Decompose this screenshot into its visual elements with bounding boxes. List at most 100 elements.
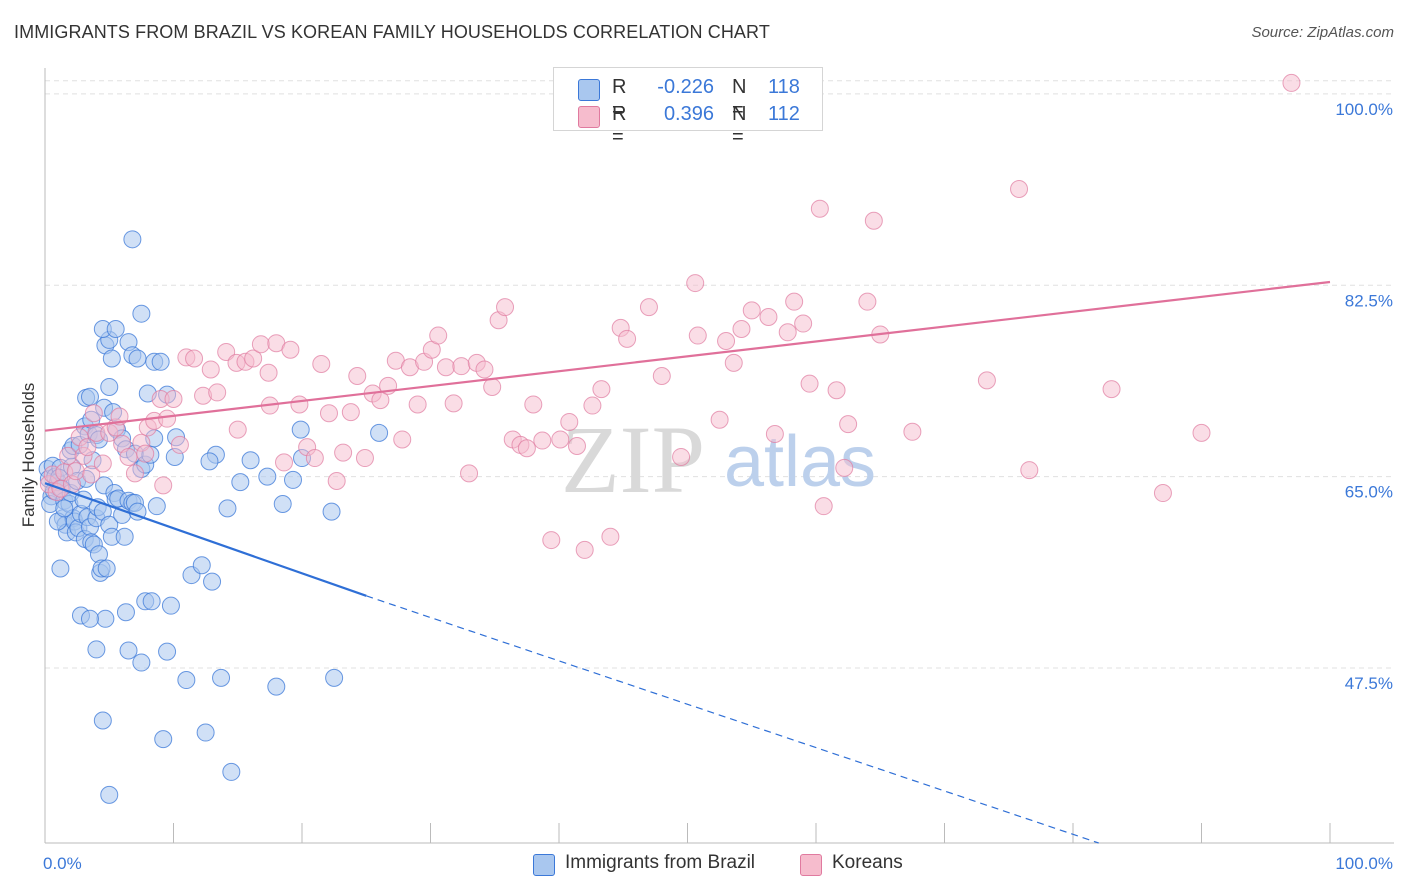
y-tick-label: 100.0% — [1335, 100, 1393, 119]
x-tick-label: 100.0% — [1335, 854, 1393, 873]
data-point-koreans — [560, 412, 579, 431]
data-point-koreans — [436, 358, 455, 377]
legend-label-koreans: Koreans — [832, 852, 903, 873]
correlation-legend: R = -0.226 N = 118 R = 0.396 N = 112 — [553, 67, 823, 148]
trend-line-brazil — [44, 482, 367, 597]
data-point-brazil — [196, 723, 215, 742]
legend-swatch-blue — [533, 854, 555, 876]
data-point-brazil — [154, 730, 173, 749]
data-point-koreans — [517, 439, 536, 458]
legend-swatch-pink — [578, 106, 600, 128]
data-point-brazil — [123, 230, 142, 249]
data-point-brazil — [100, 377, 119, 396]
n-label: N = — [732, 103, 747, 148]
data-point-koreans — [154, 476, 173, 495]
x-tick-label: 0.0% — [43, 854, 82, 873]
data-point-koreans — [575, 540, 594, 559]
data-point-koreans — [452, 357, 471, 376]
tick-labels: 47.5% 65.0% 82.5% 100.0% 0.0% 100.0% — [43, 100, 1393, 873]
data-point-brazil — [142, 592, 161, 611]
data-point-koreans — [524, 395, 543, 414]
trend-line-koreans — [44, 280, 1331, 432]
data-point-koreans — [228, 420, 247, 439]
data-point-koreans — [93, 454, 112, 473]
data-point-koreans — [864, 211, 883, 230]
trend-line-brazil-extrapolated — [366, 595, 1099, 844]
n-value: 118 — [768, 76, 800, 98]
data-point-koreans — [305, 449, 324, 468]
data-point-koreans — [688, 326, 707, 345]
data-point-koreans — [290, 395, 309, 414]
data-point-koreans — [275, 453, 294, 472]
watermark-atlas: atlas — [724, 422, 876, 502]
data-point-koreans — [348, 367, 367, 386]
data-point-brazil — [55, 499, 74, 518]
data-point-koreans — [312, 354, 331, 373]
data-point-koreans — [281, 340, 300, 359]
source-credit: Source: ZipAtlas.com — [1251, 24, 1394, 41]
data-point-koreans — [244, 349, 263, 368]
legend-label-brazil: Immigrants from Brazil — [565, 852, 756, 873]
data-point-koreans — [355, 449, 374, 468]
data-point-koreans — [672, 447, 691, 466]
legend-swatch-blue — [578, 79, 600, 101]
data-point-brazil — [93, 711, 112, 730]
data-point-koreans — [59, 446, 78, 465]
data-point-brazil — [102, 349, 121, 368]
data-point-koreans — [251, 335, 270, 354]
axes — [44, 68, 1394, 844]
data-point-koreans — [839, 415, 858, 434]
series-brazil-points — [38, 230, 389, 804]
data-point-koreans — [1192, 423, 1211, 442]
data-point-koreans — [652, 367, 671, 386]
data-point-brazil — [212, 668, 231, 687]
data-point-brazil — [158, 642, 177, 661]
data-point-koreans — [475, 360, 494, 379]
data-point-koreans — [125, 464, 144, 483]
data-point-brazil — [119, 641, 138, 660]
data-point-koreans — [903, 422, 922, 441]
data-point-brazil — [115, 527, 134, 546]
data-point-brazil — [218, 499, 237, 518]
data-point-brazil — [116, 603, 135, 622]
data-point-brazil — [291, 420, 310, 439]
data-point-koreans — [592, 380, 611, 399]
data-point-brazil — [106, 320, 125, 338]
data-point-koreans — [78, 438, 97, 457]
data-point-koreans — [158, 409, 177, 428]
data-point-koreans — [327, 472, 346, 491]
data-point-brazil — [258, 467, 277, 486]
chart-title: IMMIGRANTS FROM BRAZIL VS KOREAN FAMILY … — [14, 22, 770, 42]
r-value: -0.226 — [657, 76, 714, 98]
data-point-brazil — [80, 609, 99, 628]
y-axis-label: Family Households — [19, 383, 38, 528]
data-point-koreans — [717, 332, 736, 351]
data-point-brazil — [51, 559, 70, 578]
data-point-koreans — [742, 301, 761, 320]
data-point-koreans — [765, 424, 784, 443]
data-point-brazil — [151, 352, 170, 371]
y-tick-label: 82.5% — [1345, 291, 1393, 310]
data-point-koreans — [814, 497, 833, 516]
data-point-koreans — [408, 395, 427, 414]
data-point-brazil — [241, 451, 260, 470]
data-point-koreans — [460, 464, 479, 483]
data-point-brazil — [132, 304, 151, 323]
data-point-koreans — [639, 298, 658, 317]
data-point-koreans — [170, 435, 189, 454]
y-tick-label: 47.5% — [1345, 674, 1393, 693]
data-point-brazil — [325, 668, 344, 687]
data-point-koreans — [483, 377, 502, 396]
data-point-koreans — [334, 443, 353, 462]
data-point-koreans — [1010, 180, 1029, 199]
data-point-brazil — [80, 387, 99, 406]
data-point-koreans — [208, 383, 227, 402]
data-point-brazil — [370, 423, 389, 442]
data-point-koreans — [429, 326, 448, 345]
data-point-koreans — [1102, 380, 1121, 399]
data-point-brazil — [97, 559, 116, 578]
data-point-koreans — [686, 274, 705, 293]
data-point-brazil — [100, 785, 119, 804]
data-point-koreans — [217, 342, 236, 361]
data-point-koreans — [444, 394, 463, 413]
